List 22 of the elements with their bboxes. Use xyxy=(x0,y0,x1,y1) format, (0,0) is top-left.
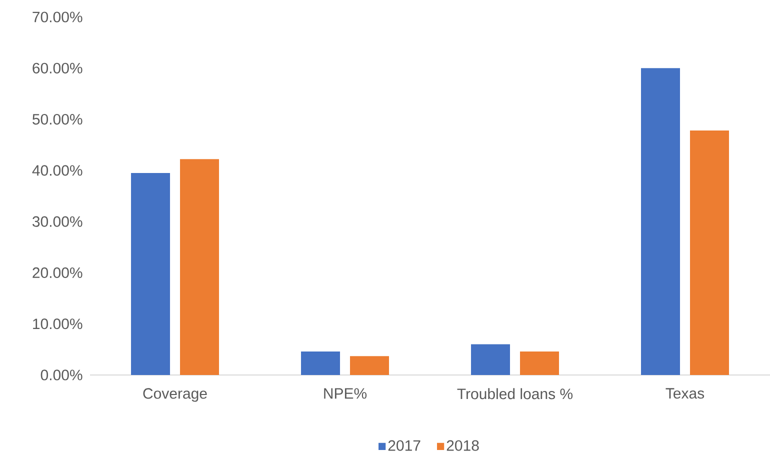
bar xyxy=(350,356,390,375)
x-tick-label: Texas xyxy=(666,388,704,399)
bar xyxy=(641,68,680,375)
x-tick-label: Coverage xyxy=(143,388,207,402)
bar xyxy=(301,351,340,375)
x-tick-label: Troubled loans % xyxy=(457,388,573,400)
y-tick-label: 40.00% xyxy=(32,165,82,176)
legend-label: 2018 xyxy=(446,440,479,451)
bar xyxy=(131,172,170,375)
y-tick-label: 70.00% xyxy=(32,12,82,22)
legend-label: 2017 xyxy=(388,440,420,451)
y-tick-label: 20.00% xyxy=(32,267,82,278)
y-tick-label: 10.00% xyxy=(33,318,82,330)
bar xyxy=(180,159,220,375)
bar xyxy=(471,344,510,375)
y-tick-label: 0.00% xyxy=(40,370,82,380)
y-tick-label: 30.00% xyxy=(32,216,82,227)
y-tick-label: 60.00% xyxy=(32,62,82,74)
x-tick-label: NPE% xyxy=(324,388,367,399)
bar xyxy=(690,130,729,375)
bar xyxy=(520,351,560,375)
y-tick-label: 50.00% xyxy=(32,114,82,125)
